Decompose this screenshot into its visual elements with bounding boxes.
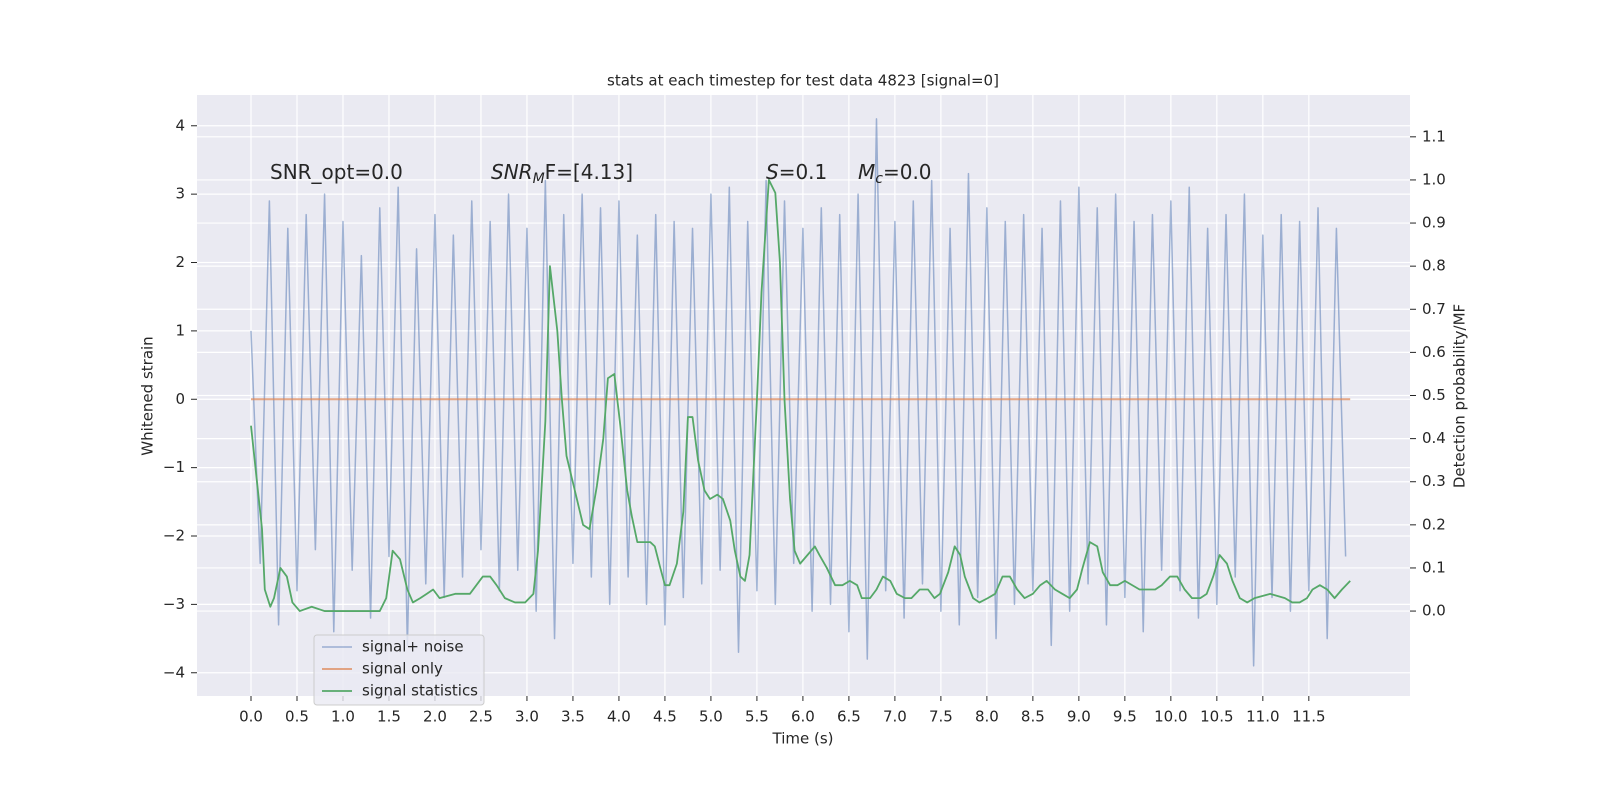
y2-tick-label: 0.6	[1422, 343, 1446, 361]
chart-title: stats at each timestep for test data 482…	[607, 72, 999, 90]
annotation: Mc=0.0	[858, 160, 932, 188]
x-tick-label: 9.5	[1113, 708, 1137, 726]
y2-axis-label: Detection probability/MF	[1451, 304, 1469, 488]
y2-tick-label: 0.7	[1422, 300, 1446, 318]
x-tick-label: 0.5	[285, 708, 309, 726]
legend-label: signal only	[362, 660, 443, 678]
x-axis-label: Time (s)	[772, 730, 834, 748]
series-line	[250, 179, 1351, 612]
annotation-part: =0.0	[883, 160, 932, 184]
y-tick-label: 3	[175, 185, 185, 203]
x-tick-label: 2.5	[469, 708, 493, 726]
x-tick-label: 1.0	[331, 708, 355, 726]
annotation-part: F=[4.13]	[545, 160, 633, 184]
x-tick-label: 7.0	[883, 708, 907, 726]
legend-box	[313, 634, 485, 706]
y-tick-label: −2	[163, 527, 185, 545]
y2-tick-label: 0.0	[1422, 602, 1446, 620]
legend: signal+ noise signal only signal statistic…	[313, 634, 485, 706]
y2-tick-label: 1.1	[1422, 127, 1446, 145]
annotation-part: =0.1	[779, 160, 828, 184]
y-tick-label: 0	[175, 390, 185, 408]
y-tick-label: 1	[175, 321, 185, 339]
x-tick-label: 2.0	[423, 708, 447, 726]
x-tick-label: 10.5	[1200, 708, 1233, 726]
x-tick-label: 8.0	[975, 708, 999, 726]
annotation-part: c	[875, 171, 883, 187]
y-tick-label: 2	[175, 253, 185, 271]
annotation-part: M	[533, 171, 545, 187]
x-tick-label: 8.5	[1021, 708, 1045, 726]
y2-tick-label: 0.9	[1422, 214, 1446, 232]
x-tick-label: 5.0	[699, 708, 723, 726]
annotation: S=0.1	[766, 160, 827, 184]
y-tick-label: −4	[163, 663, 185, 681]
x-tick-label: 4.0	[607, 708, 631, 726]
y2-tick-label: 1.0	[1422, 170, 1446, 188]
y2-tick-label: 0.2	[1422, 515, 1446, 533]
x-tick-label: 0.0	[239, 708, 263, 726]
axes: 0.0 0.5 1.0 1.5 2.0 2.5 3.0 3.5 4.0 4.5 5.0 5.5 6.0 6…	[163, 116, 1446, 725]
annotations: SNR_opt=0.0 SNRMF=[4.13] S=0.1 Mc=0.0	[270, 160, 932, 188]
annotation-part: SNR	[491, 160, 533, 184]
x-tick-label: 3.5	[561, 708, 585, 726]
x-tick-label: 7.5	[929, 708, 953, 726]
grid	[197, 95, 1410, 696]
legend-label: signal statistics	[362, 682, 478, 700]
y-axis-label: Whitened strain	[139, 336, 157, 455]
x-tick-label: 11.0	[1246, 708, 1279, 726]
y2-tick-label: 0.3	[1422, 472, 1446, 490]
x-tick-label: 10.0	[1154, 708, 1187, 726]
annotation-part: SNR_opt=0.0	[270, 160, 403, 184]
x-tick-label: 6.5	[837, 708, 861, 726]
y-tick-label: −1	[163, 458, 185, 476]
annotation-part: M	[858, 160, 875, 184]
x-tick-label: 11.5	[1292, 708, 1325, 726]
annotation-part: S	[766, 160, 779, 184]
y2-tick-label: 0.5	[1422, 386, 1446, 404]
annotation: SNRMF=[4.13]	[491, 160, 633, 188]
y2-tick-label: 0.4	[1422, 429, 1446, 447]
x-tick-label: 1.5	[377, 708, 401, 726]
x-tick-label: 4.5	[653, 708, 677, 726]
y-tick-label: 4	[175, 116, 185, 134]
series-line	[250, 118, 1347, 667]
y-tick-label: −3	[163, 595, 185, 613]
y2-tick-label: 0.1	[1422, 558, 1446, 576]
x-tick-label: 9.0	[1067, 708, 1091, 726]
plot-area	[250, 118, 1351, 667]
legend-label: signal+ noise	[362, 638, 464, 656]
x-tick-label: 5.5	[745, 708, 769, 726]
x-tick-label: 3.0	[515, 708, 539, 726]
annotation: SNR_opt=0.0	[270, 160, 403, 184]
x-tick-label: 6.0	[791, 708, 815, 726]
y2-tick-label: 0.8	[1422, 257, 1446, 275]
